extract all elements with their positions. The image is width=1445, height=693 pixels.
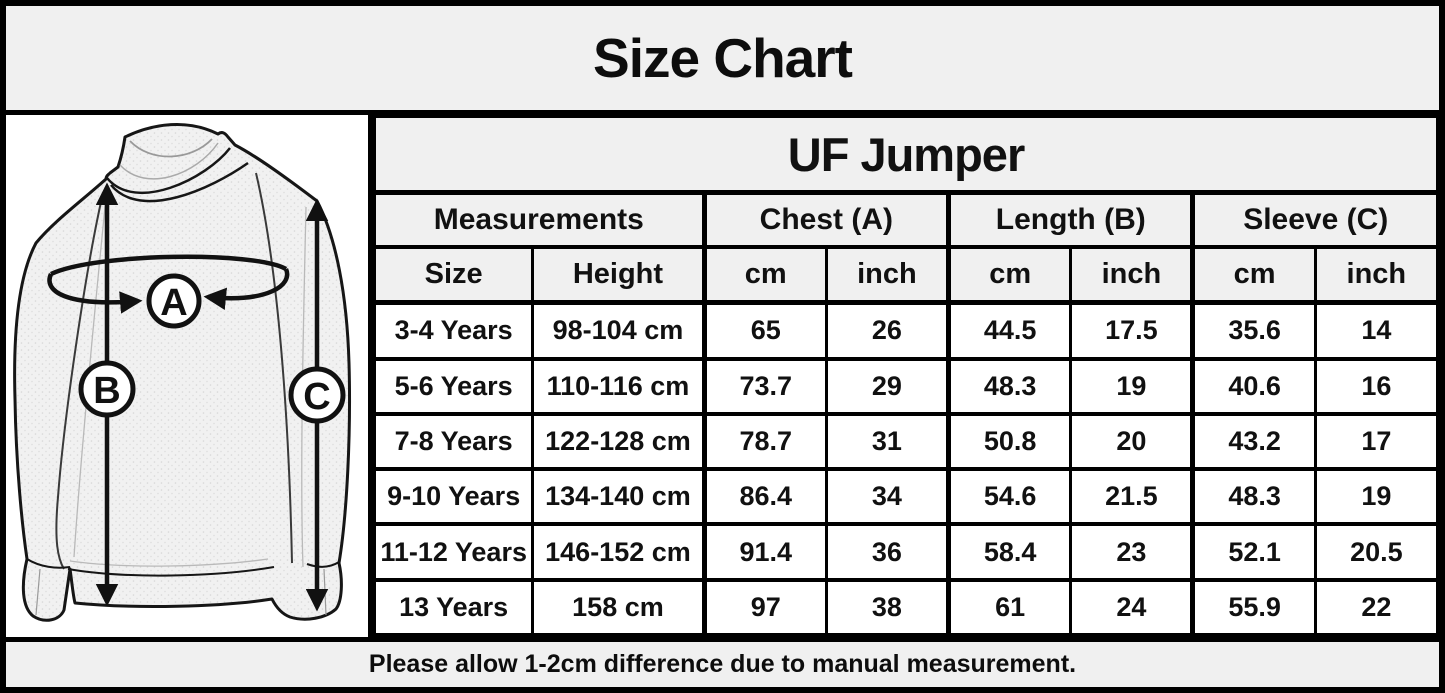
table-cell: 50.8 — [946, 412, 1073, 472]
sub-header-row: Size Height cm inch cm inch cm inch — [372, 245, 1440, 305]
table-cell: 24 — [1069, 578, 1195, 638]
table-cell: 17 — [1313, 412, 1440, 472]
table-cell: 54.6 — [946, 467, 1073, 527]
table-cell: 48.3 — [946, 357, 1073, 416]
table-row: 9-10 Years 134-140 cm 86.4 34 54.6 21.5 … — [372, 467, 1440, 527]
label-b: B — [78, 360, 136, 418]
table-cell: 5-6 Years — [372, 357, 535, 416]
table-cell: 20.5 — [1313, 522, 1440, 582]
footer-note: Please allow 1-2cm difference due to man… — [368, 650, 1077, 678]
table-cell: 26 — [824, 300, 951, 361]
table-cell: 52.1 — [1190, 522, 1317, 582]
product-title-row: UF Jumper — [373, 115, 1439, 195]
product-title: UF Jumper — [373, 115, 1439, 195]
table-cell: 29 — [824, 357, 951, 416]
label-c: C — [288, 366, 346, 424]
table-row: 5-6 Years 110-116 cm 73.7 29 48.3 19 40.… — [372, 357, 1440, 416]
table-cell: 110-116 cm — [531, 357, 706, 416]
table-cell: 7-8 Years — [372, 412, 535, 472]
sub-header-cm: cm — [946, 245, 1073, 305]
table-cell: 61 — [946, 578, 1073, 638]
table-cell: 16 — [1313, 357, 1440, 416]
page-title: Size Chart — [593, 27, 853, 89]
table-cell: 34 — [824, 467, 951, 527]
table-cell: 17.5 — [1069, 300, 1195, 361]
footer-note-bar: Please allow 1-2cm difference due to man… — [6, 642, 1439, 687]
table-cell: 43.2 — [1190, 412, 1317, 472]
table-cell: 38 — [824, 578, 951, 638]
label-a-text: A — [160, 282, 187, 324]
table-cell: 21.5 — [1069, 467, 1195, 527]
table-cell: 78.7 — [701, 412, 828, 472]
table-cell: 122-128 cm — [531, 412, 706, 472]
jumper-diagram: A B C — [13, 123, 351, 622]
table-cell: 9-10 Years — [372, 467, 535, 527]
table-cell: 86.4 — [701, 467, 828, 527]
table-cell: 35.6 — [1190, 300, 1317, 361]
group-header-chest: Chest (A) — [701, 191, 951, 249]
table-cell: 36 — [824, 522, 951, 582]
table-cell: 40.6 — [1190, 357, 1317, 416]
group-header-sleeve: Sleeve (C) — [1190, 191, 1439, 249]
table-cell: 19 — [1313, 467, 1440, 527]
table-cell: 13 Years — [372, 578, 535, 638]
sub-header-size: Size — [372, 245, 535, 305]
table-row: 13 Years 158 cm 97 38 61 24 55.9 22 — [372, 578, 1440, 638]
label-a: A — [146, 273, 202, 329]
table-row: 11-12 Years 146-152 cm 91.4 36 58.4 23 5… — [372, 522, 1440, 582]
table-cell: 20 — [1069, 412, 1195, 472]
size-chart-table: UF Jumper Measurements Chest (A) Length … — [372, 115, 1440, 638]
table-cell: 23 — [1069, 522, 1195, 582]
chest-arrow-a — [47, 254, 290, 314]
table-cell: 14 — [1313, 300, 1440, 361]
sub-header-cm: cm — [1190, 245, 1317, 305]
table-row: 7-8 Years 122-128 cm 78.7 31 50.8 20 43.… — [372, 412, 1440, 472]
title-banner: Size Chart — [6, 6, 1439, 110]
table-cell: 134-140 cm — [531, 467, 706, 527]
table-cell: 58.4 — [946, 522, 1073, 582]
table-cell: 11-12 Years — [372, 522, 535, 582]
table-cell: 65 — [701, 300, 828, 361]
table-cell: 55.9 — [1190, 578, 1317, 638]
table-cell: 44.5 — [946, 300, 1073, 361]
content-area: A B C UF Jumper — [6, 115, 1440, 638]
table-cell: 31 — [824, 412, 951, 472]
table-cell: 98-104 cm — [531, 300, 706, 361]
sub-header-cm: cm — [701, 245, 828, 305]
table-cell: 19 — [1069, 357, 1195, 416]
group-header-measurements: Measurements — [373, 191, 706, 249]
sub-header-height: Height — [531, 245, 706, 305]
jumper-outline — [13, 123, 351, 622]
label-c-text: C — [303, 376, 330, 418]
sub-header-inch: inch — [1313, 245, 1440, 305]
table-cell: 158 cm — [531, 578, 706, 638]
table-cell: 22 — [1313, 578, 1440, 638]
table-cell: 97 — [701, 578, 828, 638]
table-row: 3-4 Years 98-104 cm 65 26 44.5 17.5 35.6… — [372, 300, 1440, 361]
label-b-text: B — [93, 370, 120, 412]
jumper-diagram-panel: A B C — [6, 115, 368, 637]
table-cell: 3-4 Years — [372, 300, 535, 361]
group-header-length: Length (B) — [946, 191, 1195, 249]
size-table-panel: UF Jumper Measurements Chest (A) Length … — [372, 115, 1440, 638]
table-cell: 146-152 cm — [531, 522, 706, 582]
group-header-row: Measurements Chest (A) Length (B) Sleeve… — [373, 191, 1439, 249]
table-cell: 91.4 — [701, 522, 828, 582]
sub-header-inch: inch — [824, 245, 951, 305]
table-cell: 48.3 — [1190, 467, 1317, 527]
sub-header-inch: inch — [1069, 245, 1195, 305]
table-cell: 73.7 — [701, 357, 828, 416]
